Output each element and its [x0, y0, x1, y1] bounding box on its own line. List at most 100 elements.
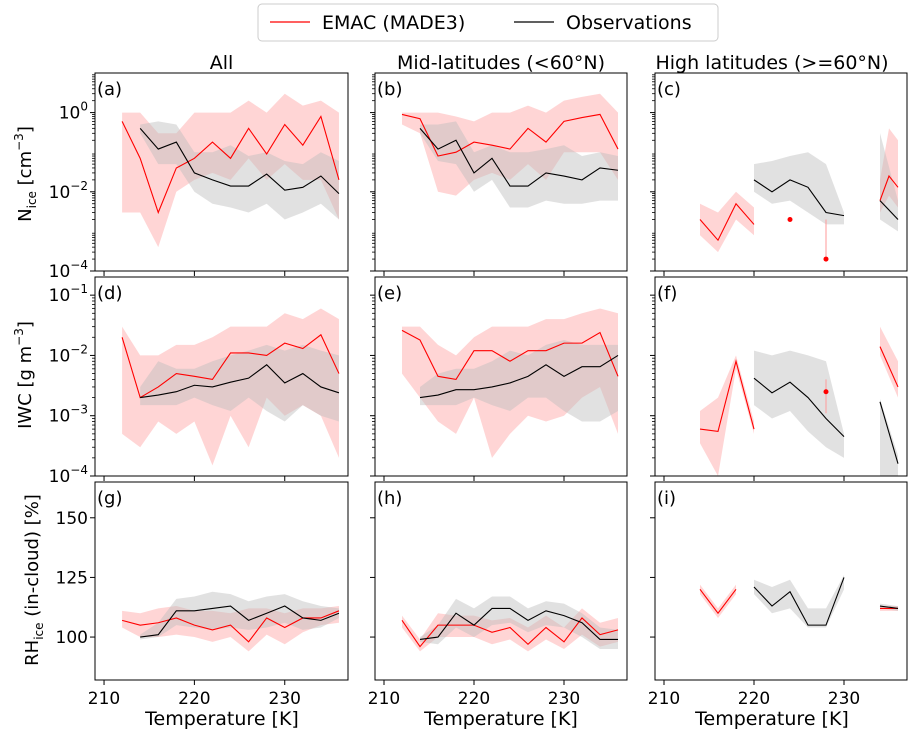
obs-uncertainty-band — [880, 133, 898, 232]
panel-a: 100 10−2 10−4 (a) — [49, 72, 349, 282]
x-tick-label: 230 — [269, 689, 301, 709]
column-title-mid-latitudes: Mid-latitudes (<60°N) — [397, 52, 605, 74]
obs-series-line — [879, 605, 899, 609]
plot-area — [699, 326, 899, 476]
obs-uncertainty-band — [140, 121, 339, 220]
model-uncertainty-band — [402, 93, 618, 196]
y-tick-label: 10−4 — [49, 463, 88, 487]
panel-frame — [374, 481, 628, 681]
y-tick-label: 150 — [56, 509, 88, 529]
x-tick-label: 210 — [368, 689, 400, 709]
panel-label: (a) — [97, 79, 122, 100]
x-tick-label: 230 — [548, 689, 580, 709]
legend-label-obs: Observations — [566, 12, 692, 34]
panel-frame — [374, 72, 628, 272]
model-series-line — [879, 174, 899, 201]
model-series-line — [401, 113, 619, 157]
y-tick-label: 100 — [56, 628, 88, 648]
panel-label: (e) — [377, 283, 402, 304]
y-tick-label: 10−2 — [49, 342, 88, 366]
ylabel-nice: Nice [cm−3] — [12, 126, 39, 222]
legend: EMAC (MADE3) Observations — [257, 3, 719, 42]
plot-area — [401, 596, 619, 652]
x-tick-label: 220 — [738, 689, 770, 709]
obs-series-line — [419, 127, 619, 187]
model-series-line — [699, 589, 737, 615]
xlabel-col-0: Temperature [K] — [144, 708, 299, 730]
obs-series-line — [139, 127, 340, 195]
panel-label: (c) — [657, 79, 681, 100]
obs-uncertainty-band — [140, 344, 339, 422]
plot-area — [121, 591, 340, 652]
panel-h: 210 220 230 (h) — [368, 481, 628, 709]
model-uncertainty-band — [700, 584, 736, 618]
obs-series-line — [879, 401, 899, 464]
model-series-line — [121, 333, 340, 399]
obs-uncertainty-band — [420, 340, 618, 422]
plot-area — [121, 93, 340, 248]
model-uncertainty-band — [122, 606, 339, 652]
panel-c: (c) — [650, 72, 908, 276]
obs-series-line — [753, 577, 845, 626]
panel-frame — [94, 276, 349, 477]
legend-frame — [257, 3, 719, 42]
ylabel-iwc: IWC [g m−3] — [12, 321, 36, 429]
obs-series-line — [879, 200, 899, 220]
obs-series-line — [140, 605, 340, 638]
panel-d: 10−1 10−2 10−3 10−4 (d) — [49, 276, 349, 487]
y-tick-label: 10−3 — [49, 403, 88, 427]
model-series-line — [699, 359, 755, 432]
y-tick-label: 10−4 — [49, 258, 88, 282]
obs-uncertainty-band — [754, 350, 844, 458]
plot-area — [699, 128, 899, 262]
panel-frame — [94, 72, 349, 272]
model-uncertainty-band — [402, 608, 618, 652]
y-tick-label: 10−1 — [49, 282, 88, 306]
model-series-line — [699, 202, 755, 242]
panel-frame — [654, 72, 908, 272]
x-tick-label: 210 — [88, 689, 120, 709]
obs-series-line — [753, 179, 845, 217]
obs-series-line — [753, 377, 845, 438]
plot-area — [121, 308, 340, 466]
column-title-high-latitudes: High latitudes (>=60°N) — [655, 52, 888, 74]
panel-i: 210 220 230 (i) — [648, 481, 908, 709]
model-data-point — [823, 389, 829, 395]
model-data-point — [787, 216, 793, 222]
obs-uncertainty-band — [420, 596, 618, 649]
y-tick-label: 125 — [56, 568, 88, 588]
panel-frame — [654, 276, 908, 477]
panel-frame — [654, 481, 908, 681]
model-series-line — [879, 346, 899, 388]
panel-label: (b) — [377, 79, 402, 100]
x-tick-label: 220 — [178, 689, 210, 709]
panel-label: (h) — [377, 488, 402, 509]
y-tick-label: 10−2 — [49, 179, 88, 203]
model-data-point — [823, 256, 829, 262]
model-uncertainty-band — [700, 355, 754, 476]
panel-label: (i) — [657, 488, 676, 509]
panel-f: (f) — [650, 276, 908, 481]
model-series-line — [401, 329, 619, 381]
legend-label-model: EMAC (MADE3) — [322, 12, 465, 34]
model-series-line — [121, 115, 340, 215]
panel-label: (d) — [97, 283, 122, 304]
model-uncertainty-band — [880, 326, 898, 398]
plot-area — [699, 575, 899, 628]
obs-series-line — [140, 364, 340, 399]
y-tick-label: 100 — [59, 100, 88, 124]
column-title-all: All — [210, 52, 234, 74]
model-uncertainty-band — [122, 93, 339, 248]
model-uncertainty-band — [122, 308, 339, 466]
model-uncertainty-band — [880, 128, 898, 213]
panel-frame — [94, 481, 349, 681]
obs-uncertainty-band — [754, 575, 844, 628]
panel-frame — [374, 276, 628, 477]
x-tick-label: 230 — [828, 689, 860, 709]
xlabel-col-1: Temperature [K] — [423, 708, 578, 730]
panels: 100 10−2 10−4 (a) (b) (c) 10−1 10−2 10−3 10−4 (d) (… — [49, 72, 908, 709]
panel-e: (e) — [370, 276, 628, 481]
x-tick-label: 210 — [648, 689, 680, 709]
obs-uncertainty-band — [420, 121, 618, 208]
